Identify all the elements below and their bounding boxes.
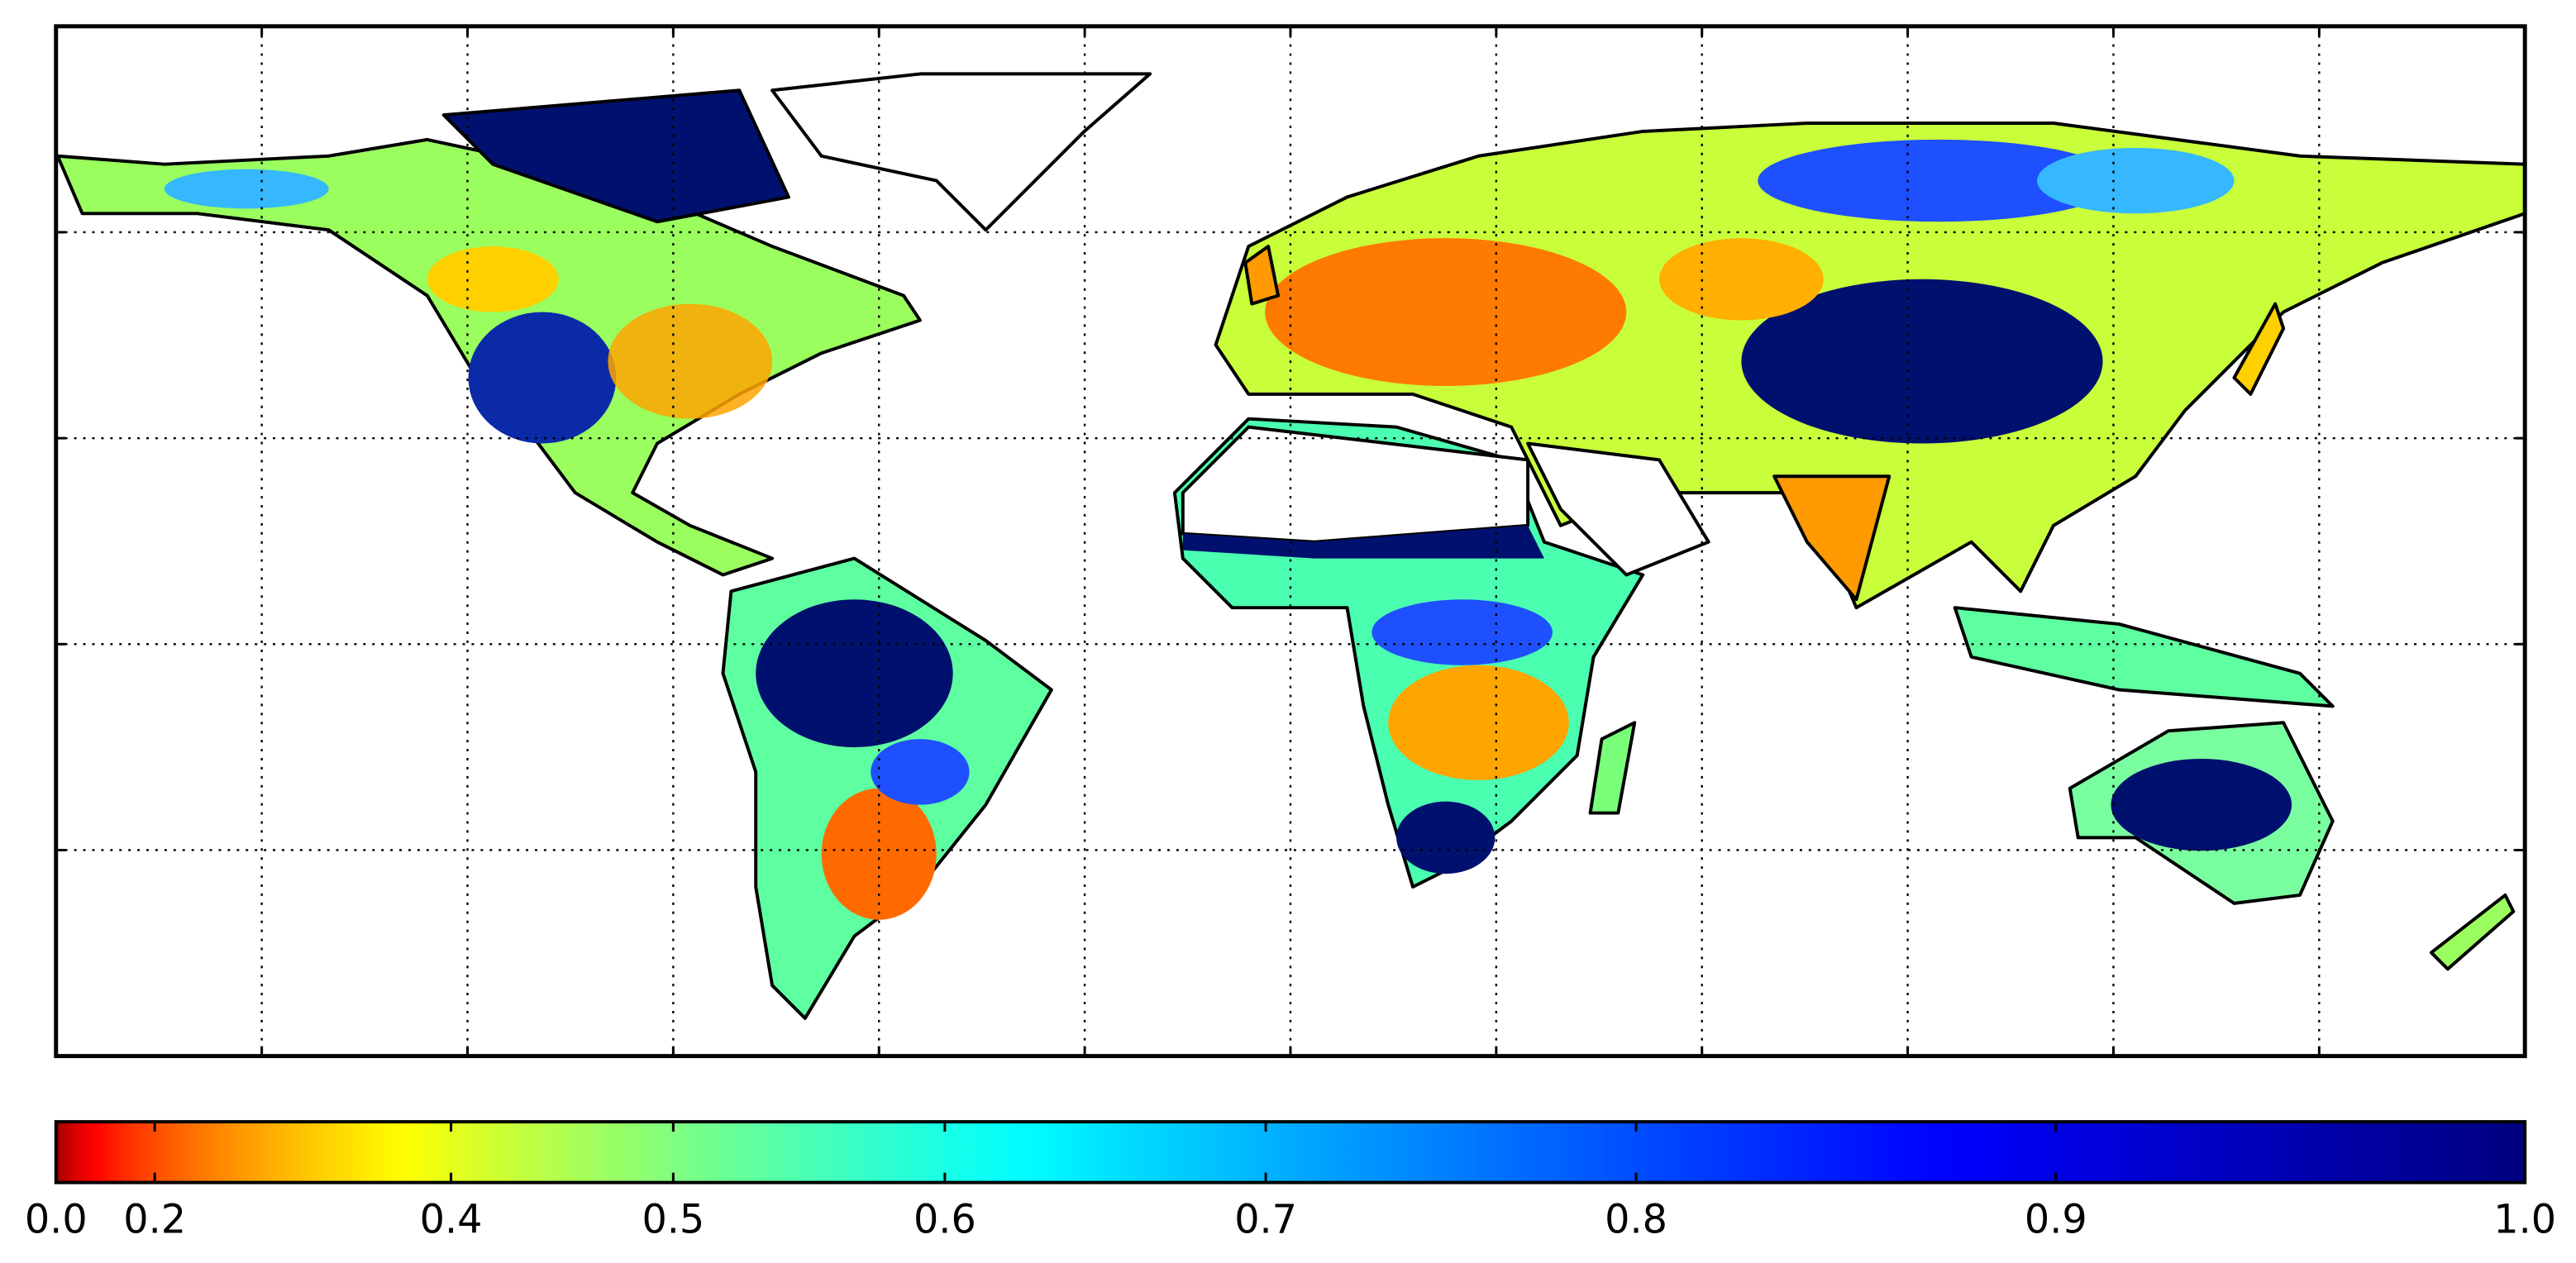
region: [871, 739, 970, 805]
region: [2037, 147, 2235, 214]
colorbar-tick-label: 0.2: [123, 1197, 186, 1242]
colorbar: [54, 1120, 2527, 1184]
colorbar-tick-label: 0.6: [914, 1197, 976, 1242]
land: [1526, 441, 1710, 577]
region: [164, 169, 329, 209]
region: [608, 303, 773, 419]
region: [1758, 139, 2120, 222]
band: [1182, 525, 1544, 559]
land: [1243, 245, 1281, 306]
land: [1953, 606, 2335, 708]
colorbar-tick-label: 0.7: [1234, 1197, 1297, 1242]
region: [468, 312, 617, 444]
colorbar-tick-label: 0.5: [642, 1197, 704, 1242]
region: [2111, 758, 2292, 851]
region: [1396, 801, 1496, 875]
colorbar-tick-label: 0.9: [2025, 1197, 2087, 1242]
land: [1181, 425, 1530, 544]
region: [1371, 599, 1553, 665]
region: [821, 788, 937, 920]
land: [2232, 302, 2286, 396]
colorbar-tick-label: 0.4: [420, 1197, 483, 1242]
region: [1265, 238, 1627, 386]
region: [1741, 279, 2103, 444]
colorbar-tick-label: 0.0: [25, 1197, 88, 1242]
colorbar-tick-label: 1.0: [2493, 1197, 2556, 1242]
land: [1772, 474, 1891, 602]
land: [770, 72, 1152, 232]
land: [441, 88, 790, 224]
colorbar-tick-label: 0.8: [1605, 1197, 1667, 1242]
land: [2429, 893, 2516, 971]
land: [1588, 721, 1637, 815]
region: [756, 599, 953, 748]
region: [1388, 665, 1569, 780]
region: [427, 246, 559, 312]
region: [1659, 238, 1824, 321]
map: [55, 72, 2526, 1020]
